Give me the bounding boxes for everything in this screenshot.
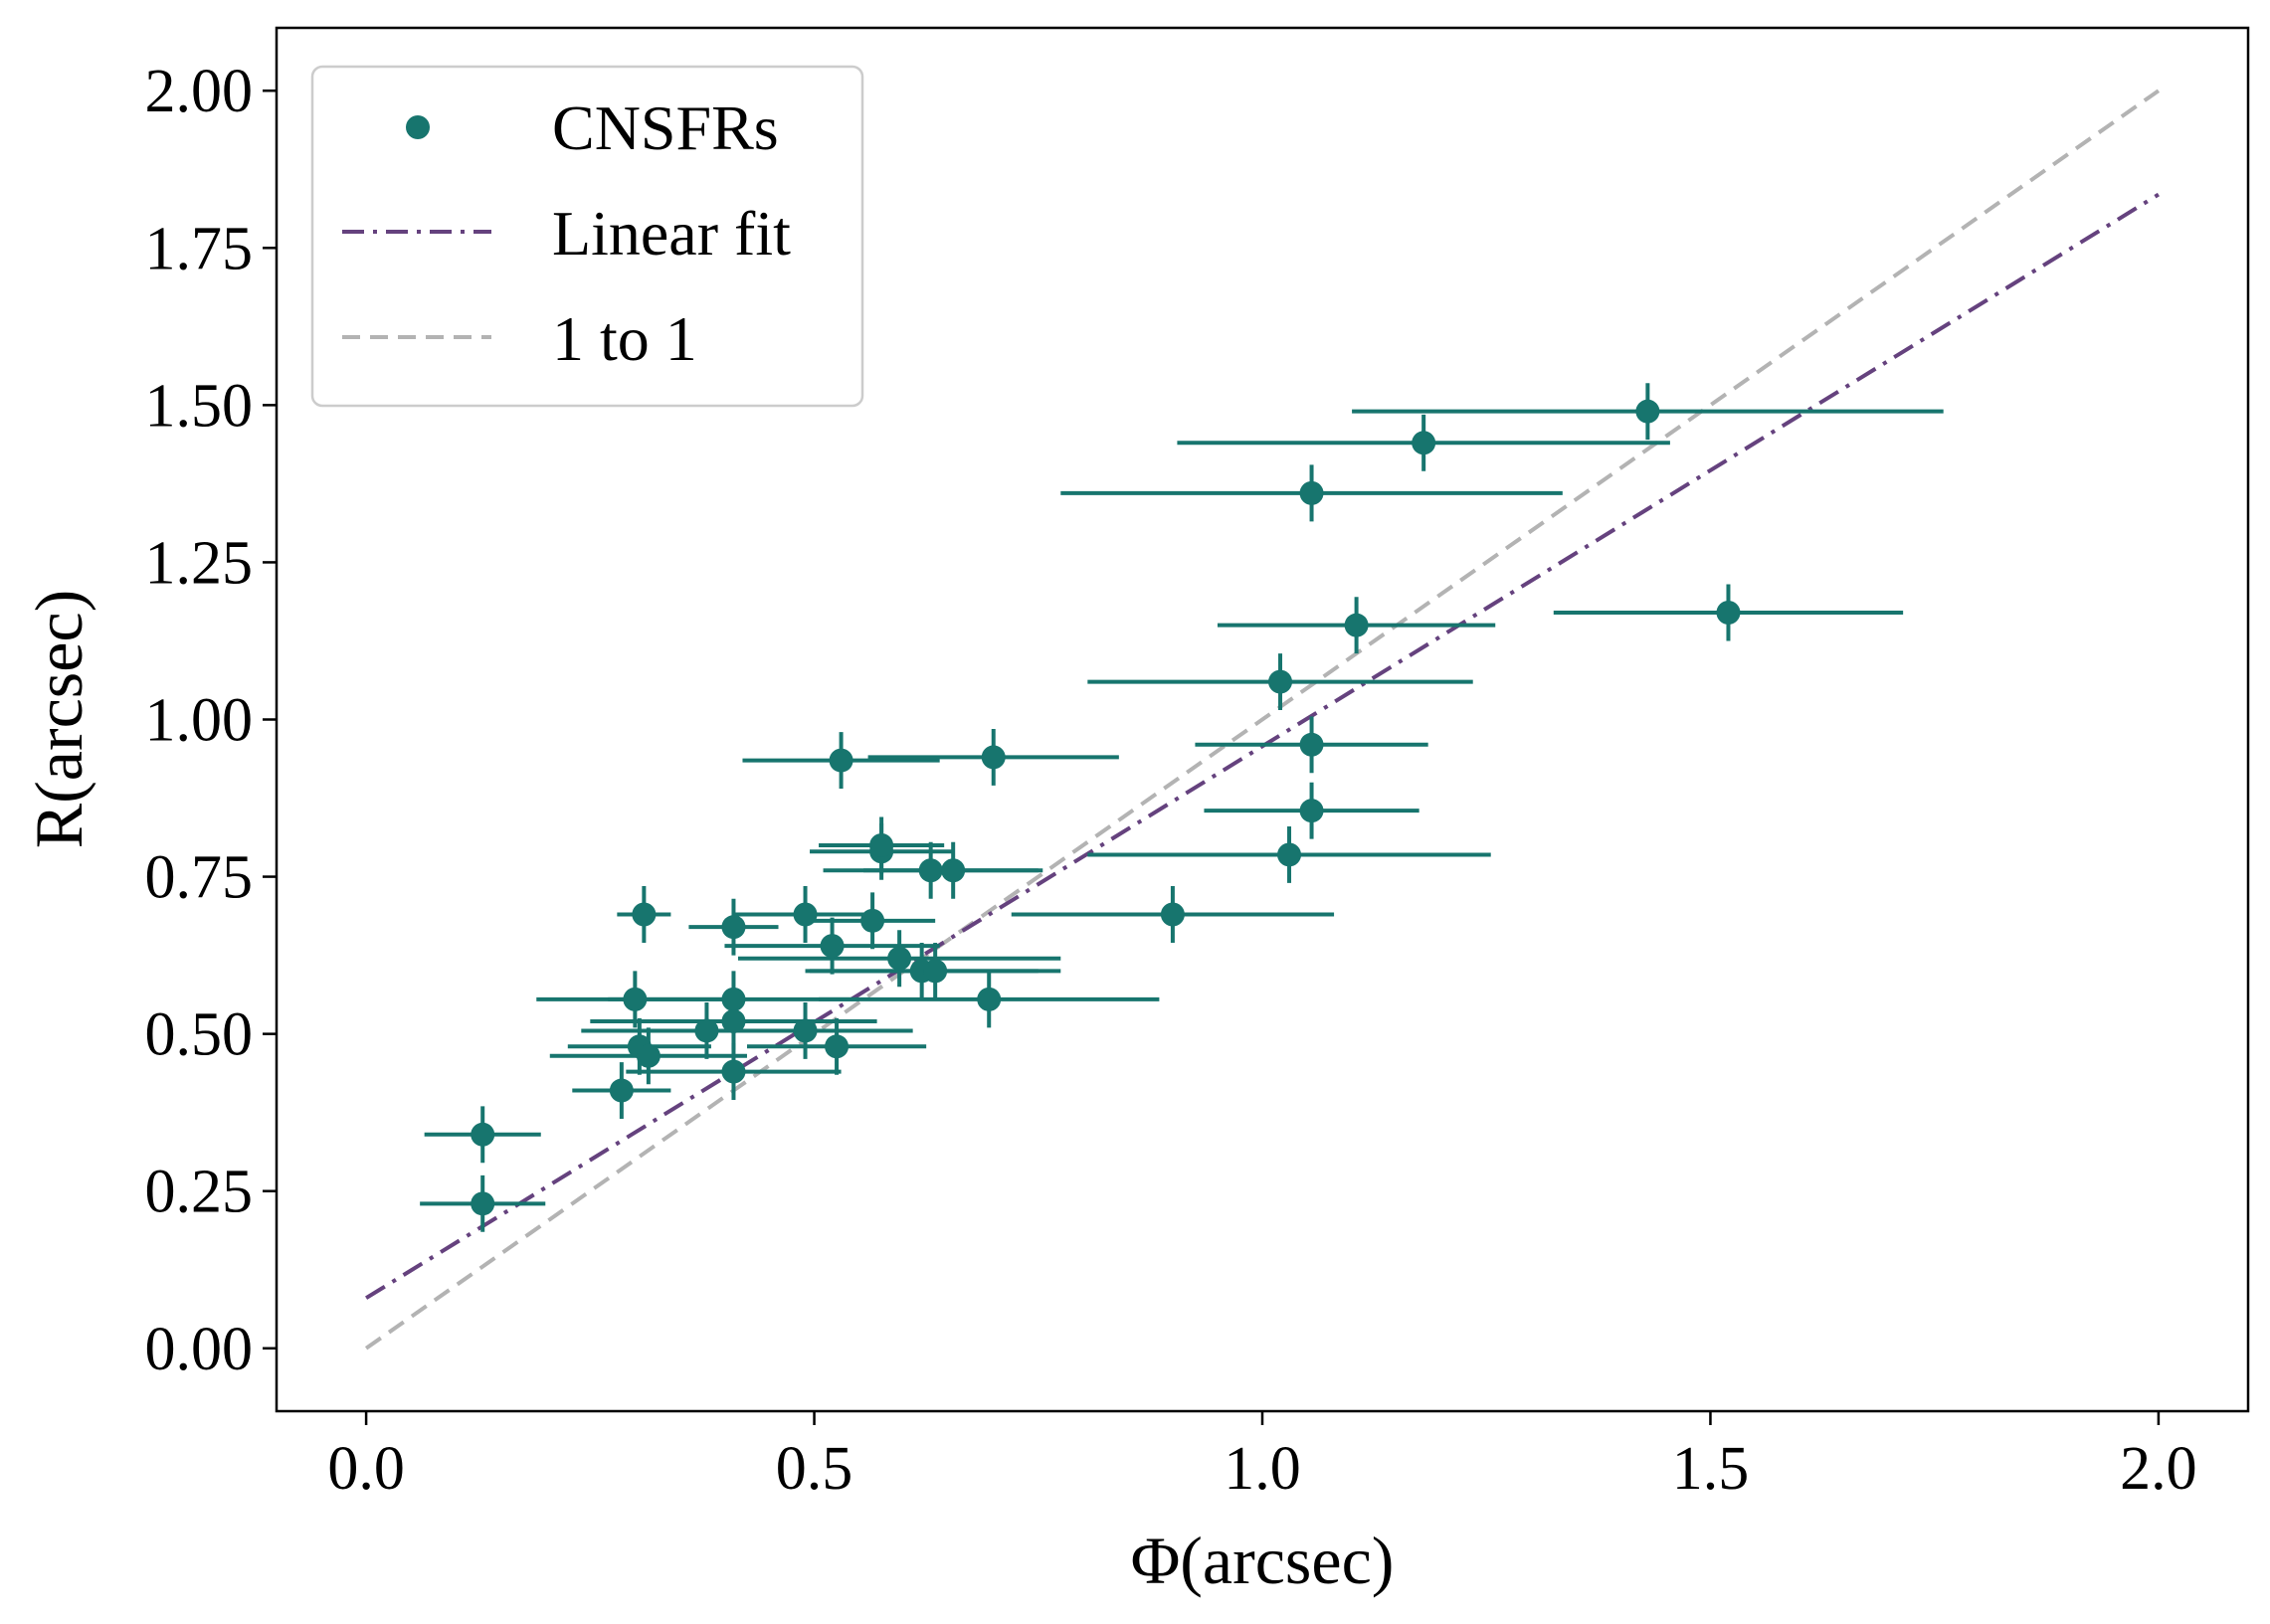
x-tick-label: 1.0 [1224, 1435, 1301, 1503]
data-point [471, 1191, 495, 1216]
y-tick-label: 1.75 [145, 215, 254, 282]
data-point [793, 902, 818, 927]
data-point [1716, 601, 1741, 626]
data-point [1299, 732, 1324, 757]
data-point [632, 902, 657, 927]
legend-label-one-to-one: 1 to 1 [552, 303, 697, 374]
legend-label-linear-fit: Linear fit [552, 198, 791, 269]
data-point [820, 934, 845, 959]
y-tick-label: 2.00 [145, 58, 254, 125]
data-point [918, 858, 943, 883]
x-axis-label: Φ(arcsec) [1131, 1523, 1395, 1598]
legend-marker-cnsfrs [406, 115, 430, 139]
data-point [1299, 799, 1324, 823]
data-point [636, 1043, 661, 1068]
y-tick-label: 0.75 [145, 844, 254, 912]
data-point [721, 987, 746, 1011]
y-tick-label: 1.50 [145, 372, 254, 440]
legend-label-cnsfrs: CNSFRs [552, 92, 779, 163]
one-to-one-line [364, 89, 2161, 1351]
legend: CNSFRs Linear fit 1 to 1 [310, 65, 864, 408]
data-point [869, 832, 894, 857]
x-tick-label: 0.0 [327, 1435, 405, 1503]
y-tick-label: 1.25 [145, 529, 254, 597]
x-tick-label: 1.5 [1672, 1435, 1750, 1503]
y-tick-label: 0.25 [145, 1159, 254, 1226]
data-point [609, 1078, 634, 1103]
data-point [1268, 669, 1293, 694]
x-tick-label: 0.5 [776, 1435, 853, 1503]
data-point [977, 987, 1002, 1011]
data-point [1635, 399, 1660, 424]
data-point [623, 987, 648, 1011]
data-point [825, 1034, 850, 1059]
data-point [721, 1008, 746, 1033]
y-tick-label: 0.00 [145, 1316, 254, 1383]
legend-box [310, 65, 864, 408]
data-point [923, 959, 948, 984]
data-point [1277, 842, 1302, 867]
data-point [694, 1018, 719, 1043]
data-point [1160, 902, 1185, 927]
x-axis-ticks: 0.0 0.5 1.0 1.5 2.0 [327, 1411, 2197, 1503]
data-point [981, 745, 1006, 770]
data-point [793, 1018, 818, 1043]
data-points [471, 399, 1741, 1216]
data-point [941, 858, 966, 883]
y-axis-ticks: 0.00 0.25 0.50 0.75 1.00 1.25 1.50 1.75 2.00 [145, 58, 277, 1383]
data-point [829, 748, 853, 773]
x-tick-label: 2.0 [2120, 1435, 2197, 1503]
data-point [887, 946, 912, 971]
data-point [1412, 431, 1436, 455]
data-point [860, 908, 885, 933]
data-point [1344, 613, 1369, 637]
data-point [721, 915, 746, 940]
data-point [471, 1122, 495, 1147]
data-point [1299, 480, 1324, 505]
y-axis-label: R(arcsec) [21, 590, 96, 848]
y-tick-label: 1.00 [145, 687, 254, 755]
y-tick-label: 0.50 [145, 1001, 254, 1069]
data-point [721, 1059, 746, 1084]
